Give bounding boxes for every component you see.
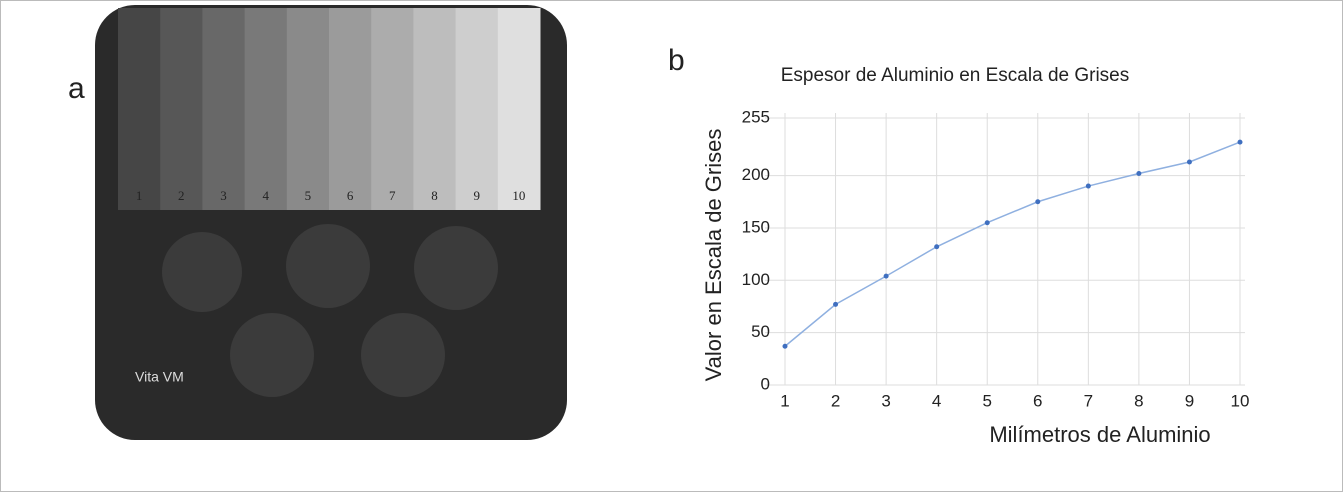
wedge-step — [118, 8, 161, 210]
step-label: 4 — [262, 188, 269, 203]
wedge-step — [455, 8, 499, 210]
panel-label: a — [68, 72, 85, 105]
y-tick-label: 0 — [761, 374, 770, 393]
wedge-step — [286, 8, 330, 210]
x-tick-label: 9 — [1185, 391, 1194, 410]
y-tick-label: 100 — [742, 270, 770, 289]
sample-label: Vita VM — [135, 369, 184, 385]
wedge-step — [244, 8, 288, 210]
data-point — [1237, 139, 1243, 145]
data-point — [833, 301, 839, 307]
x-axis-title: Milímetros de Aluminio — [989, 422, 1210, 447]
step-label: 3 — [220, 188, 227, 203]
step-label: 7 — [389, 188, 396, 203]
y-axis-title: Valor en Escala de Grises — [701, 129, 726, 382]
wedge-step — [497, 8, 541, 210]
sample-disc — [361, 313, 445, 397]
data-point — [984, 220, 990, 226]
step-label: 8 — [431, 188, 438, 203]
sample-disc — [414, 226, 498, 310]
y-tick-label: 150 — [742, 217, 770, 236]
step-label: 10 — [512, 188, 525, 203]
wedge-step — [202, 8, 246, 210]
data-point — [1035, 199, 1041, 205]
data-point — [1136, 170, 1142, 176]
sample-disc — [162, 232, 242, 312]
data-point — [782, 343, 788, 349]
sample-disc — [230, 313, 314, 397]
x-tick-label: 4 — [932, 391, 941, 410]
data-point — [1186, 159, 1192, 165]
x-tick-label: 10 — [1231, 391, 1250, 410]
x-tick-label: 2 — [831, 391, 840, 410]
chart-title: Espesor de Aluminio en Escala de Grises — [781, 65, 1130, 86]
x-tick-label: 6 — [1033, 391, 1042, 410]
step-label: 1 — [136, 188, 143, 203]
data-point — [934, 244, 940, 250]
wedge-step — [329, 8, 372, 210]
series-line — [784, 141, 1241, 347]
x-tick-label: 3 — [881, 391, 890, 410]
x-tick-label: 7 — [1084, 391, 1093, 410]
x-tick-label: 8 — [1134, 391, 1143, 410]
sample-disc — [286, 224, 370, 308]
x-tick-label: 1 — [780, 391, 789, 410]
wedge-step — [160, 8, 203, 210]
y-tick-label: 200 — [742, 165, 770, 184]
wedge-step — [413, 8, 457, 210]
x-tick-label: 5 — [982, 391, 991, 410]
data-point — [1085, 183, 1091, 189]
step-label: 6 — [347, 188, 354, 203]
data-point — [883, 273, 889, 279]
step-label: 2 — [178, 188, 185, 203]
y-tick-label: 255 — [742, 107, 770, 126]
step-wedge: 1 2 3 4 5 6 7 8 9 10 — [118, 8, 541, 210]
step-label: 9 — [473, 188, 480, 203]
y-tick-label: 50 — [751, 322, 770, 341]
wedge-step — [371, 8, 414, 210]
panel-label: b — [668, 44, 685, 77]
step-label: 5 — [305, 188, 312, 203]
